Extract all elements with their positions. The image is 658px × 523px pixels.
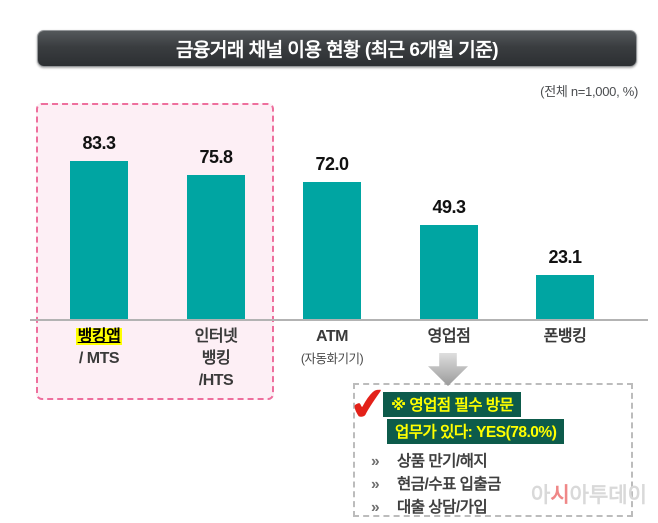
category-label-branch: 영업점	[427, 328, 471, 345]
callout-item: » 대출 상담/가입	[367, 496, 631, 519]
callout-header-line2: 업무가 있다: YES(78.0%)	[387, 419, 565, 444]
down-arrow-icon	[428, 353, 468, 386]
watermark-accent-char: 시	[550, 484, 570, 507]
category-label-atm: ATM (자동화기기)	[300, 328, 364, 366]
highlighted-category-text: 뱅킹앱	[75, 328, 123, 345]
chevron-bullet-icon: »	[371, 499, 380, 516]
bar-group-banking-app: 83.3	[70, 133, 128, 319]
x-axis-line	[30, 319, 648, 321]
branch-visit-callout: ✔ ※ 영업점 필수 방문 업무가 있다: YES(78.0%) » 상품 만기…	[346, 376, 633, 519]
chart-title-bar: 금융거래 채널 이용 현황 (최근 6개월 기준)	[37, 30, 637, 67]
asiatoday-watermark-logo: 아시아투데이	[531, 484, 647, 507]
bar-value-label: 23.1	[548, 247, 582, 267]
category-label-phone-banking: 폰뱅킹	[543, 328, 587, 345]
callout-item-list: » 상품 만기/해지 » 현금/수표 입출금 » 대출 상담/가입	[355, 450, 631, 519]
bar-branch	[420, 225, 478, 319]
bar-internet-banking	[187, 175, 245, 319]
bar-group-internet-banking: 75.8	[187, 147, 245, 319]
sample-size-note: (전체 n=1,000, %)	[540, 84, 638, 99]
bar-atm	[303, 182, 361, 319]
callout-item: » 현금/수표 입출금	[367, 473, 631, 496]
bar-group-branch: 49.3	[420, 197, 478, 319]
bar-phone-banking	[536, 275, 594, 319]
check-icon: ✔	[346, 376, 391, 432]
bar-value-label: 49.3	[432, 197, 466, 217]
callout-header: ※ 영업점 필수 방문 업무가 있다: YES(78.0%)	[383, 392, 631, 444]
bar-group-atm: 72.0	[303, 154, 361, 319]
callout-header-line1: ※ 영업점 필수 방문	[383, 392, 522, 417]
category-label-internet-banking: 인터넷 뱅킹 /HTS	[194, 328, 238, 389]
bar-group-phone-banking: 23.1	[536, 247, 594, 319]
category-label-banking-app: 뱅킹앱 / MTS	[75, 328, 123, 367]
chevron-bullet-icon: »	[371, 453, 380, 470]
chart-title: 금융거래 채널 이용 현황 (최근 6개월 기준)	[175, 40, 499, 61]
bar-value-label: 75.8	[199, 147, 233, 167]
bar-value-label: 83.3	[82, 133, 116, 153]
bar-value-label: 72.0	[315, 154, 349, 174]
chevron-bullet-icon: »	[371, 476, 380, 493]
callout-item: » 상품 만기/해지	[367, 450, 631, 473]
bar-banking-app	[70, 161, 128, 319]
